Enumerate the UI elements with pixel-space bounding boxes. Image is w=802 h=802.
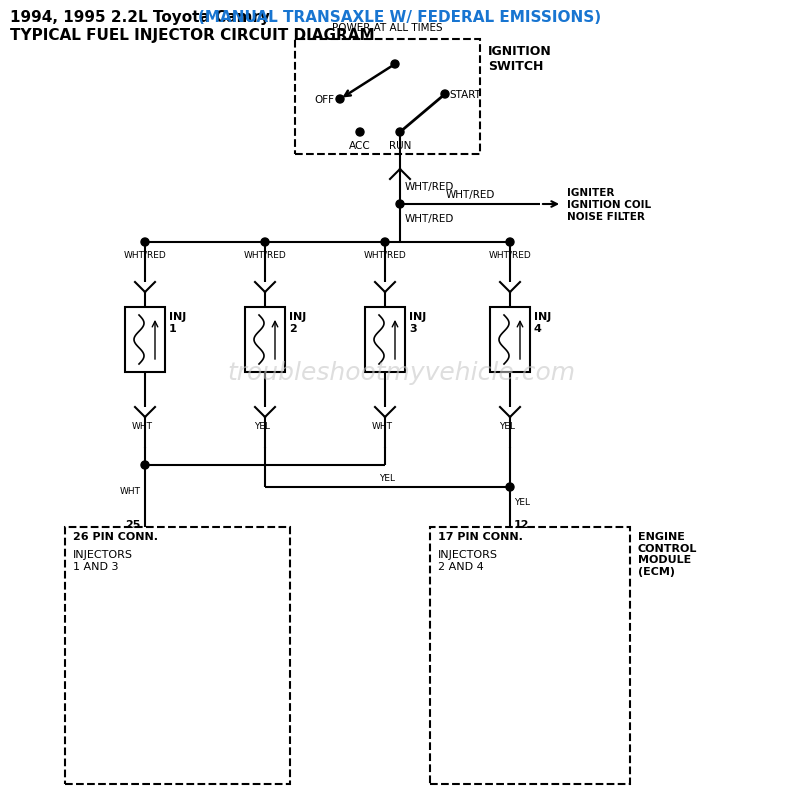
Text: WHT/RED: WHT/RED — [488, 249, 531, 259]
Bar — [65, 528, 290, 784]
Text: WHT/RED: WHT/RED — [404, 214, 454, 224]
Circle shape — [141, 461, 149, 469]
Text: INJ
2: INJ 2 — [289, 312, 306, 333]
Text: YEL: YEL — [379, 473, 395, 482]
Circle shape — [335, 96, 343, 104]
Text: WHT/RED: WHT/RED — [124, 249, 166, 259]
Text: WHT/RED: WHT/RED — [404, 182, 454, 192]
Bar — [245, 308, 285, 373]
Circle shape — [141, 239, 149, 247]
Text: 12: 12 — [513, 520, 529, 529]
Text: YEL: YEL — [253, 422, 269, 431]
Bar — [294, 40, 480, 155]
Text: ENGINE
CONTROL
MODULE
(ECM): ENGINE CONTROL MODULE (ECM) — [638, 532, 696, 576]
Text: 25: 25 — [125, 520, 141, 529]
Text: WHT: WHT — [132, 422, 152, 431]
Text: WHT/RED: WHT/RED — [445, 190, 494, 200]
Text: INJECTORS
2 AND 4: INJECTORS 2 AND 4 — [437, 549, 497, 571]
Text: (MANUAL TRANSAXLE W/ FEDERAL EMISSIONS): (MANUAL TRANSAXLE W/ FEDERAL EMISSIONS) — [198, 10, 601, 25]
Bar — [429, 528, 630, 784]
Text: 17 PIN CONN.: 17 PIN CONN. — [437, 532, 522, 541]
Circle shape — [391, 61, 399, 69]
Text: START: START — [448, 90, 480, 100]
Text: ACC: ACC — [349, 141, 371, 151]
Circle shape — [505, 239, 513, 247]
Text: 26 PIN CONN.: 26 PIN CONN. — [73, 532, 158, 541]
Circle shape — [505, 484, 513, 492]
Text: WHT: WHT — [119, 487, 141, 496]
Text: troubleshootmyvehicle.com: troubleshootmyvehicle.com — [227, 361, 574, 384]
Text: WHT: WHT — [371, 422, 392, 431]
Circle shape — [395, 129, 403, 137]
Text: INJ
3: INJ 3 — [408, 312, 426, 333]
Circle shape — [440, 91, 448, 99]
Text: YEL: YEL — [513, 498, 529, 507]
Circle shape — [261, 239, 269, 247]
Text: INJ
4: INJ 4 — [533, 312, 550, 333]
Text: YEL: YEL — [498, 422, 514, 431]
Text: OFF: OFF — [314, 95, 334, 105]
Text: IGNITION
SWITCH: IGNITION SWITCH — [488, 45, 551, 73]
Text: 1994, 1995 2.2L Toyota Camry: 1994, 1995 2.2L Toyota Camry — [10, 10, 275, 25]
Circle shape — [355, 129, 363, 137]
Text: WHT/RED: WHT/RED — [363, 249, 406, 259]
Bar — [125, 308, 164, 373]
Text: RUN: RUN — [388, 141, 411, 151]
Text: POWER AT ALL TIMES: POWER AT ALL TIMES — [332, 23, 442, 33]
Bar — [489, 308, 529, 373]
Text: INJ
1: INJ 1 — [168, 312, 186, 333]
Text: INJECTORS
1 AND 3: INJECTORS 1 AND 3 — [73, 549, 133, 571]
Text: WHT/RED: WHT/RED — [243, 249, 286, 259]
Circle shape — [380, 239, 388, 247]
Bar — [365, 308, 404, 373]
Circle shape — [395, 200, 403, 209]
Text: TYPICAL FUEL INJECTOR CIRCUIT DIAGRAM: TYPICAL FUEL INJECTOR CIRCUIT DIAGRAM — [10, 28, 375, 43]
Text: IGNITER
IGNITION COIL
NOISE FILTER: IGNITER IGNITION COIL NOISE FILTER — [566, 188, 650, 221]
